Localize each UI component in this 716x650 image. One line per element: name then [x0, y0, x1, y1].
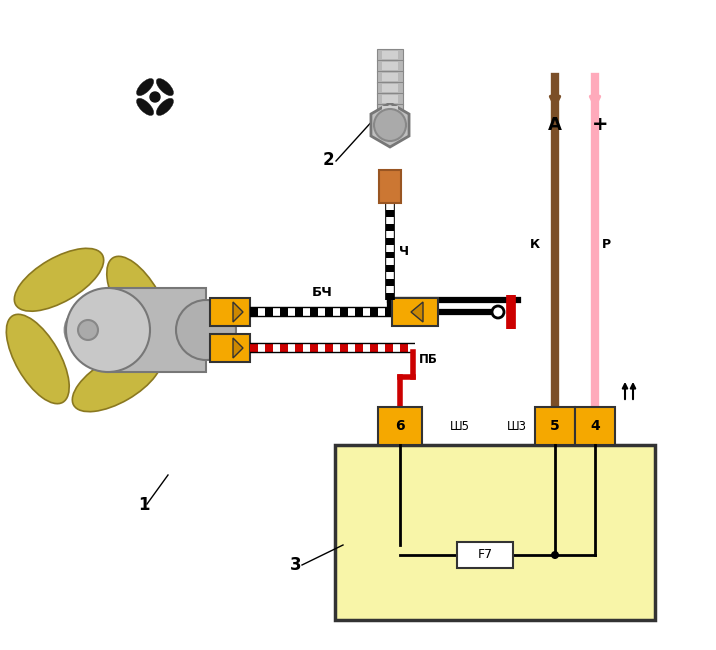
Bar [382, 106, 398, 114]
Text: 5: 5 [550, 419, 560, 433]
Bar [210, 298, 250, 326]
Circle shape [65, 307, 111, 353]
Text: Ш3: Ш3 [507, 419, 527, 432]
Ellipse shape [137, 98, 154, 116]
Polygon shape [233, 302, 243, 322]
Ellipse shape [156, 79, 173, 96]
Bar [377, 104, 403, 116]
Ellipse shape [137, 79, 154, 96]
Bar [382, 73, 398, 81]
Text: А: А [548, 116, 562, 134]
Bar [392, 298, 438, 326]
Text: 1: 1 [138, 496, 150, 514]
Text: Р: Р [602, 239, 611, 252]
Text: 4: 4 [590, 419, 600, 433]
Polygon shape [411, 302, 423, 322]
Text: 2: 2 [323, 151, 334, 169]
Bar [377, 60, 403, 72]
Bar [575, 407, 615, 445]
Circle shape [78, 320, 98, 340]
Bar [457, 542, 513, 568]
Bar [382, 95, 398, 103]
Bar [377, 82, 403, 94]
Bar [377, 71, 403, 83]
Ellipse shape [156, 98, 173, 116]
Polygon shape [371, 103, 409, 147]
Circle shape [66, 288, 150, 372]
Bar [335, 445, 655, 620]
Text: К: К [530, 239, 540, 252]
Ellipse shape [107, 256, 170, 346]
Text: Ч: Ч [399, 245, 409, 258]
Bar [377, 93, 403, 105]
Bar [379, 170, 401, 203]
Bar [210, 334, 250, 362]
Text: F7: F7 [478, 549, 493, 562]
Text: Ш5: Ш5 [450, 419, 470, 432]
Circle shape [150, 92, 160, 102]
Text: ПБ: ПБ [419, 353, 438, 366]
Bar [535, 407, 575, 445]
Circle shape [374, 109, 406, 141]
Ellipse shape [14, 248, 104, 311]
Bar [108, 288, 206, 372]
Bar [378, 407, 422, 445]
Bar [382, 51, 398, 59]
Bar [377, 49, 403, 61]
Circle shape [176, 300, 236, 360]
Circle shape [551, 551, 559, 559]
Bar [382, 84, 398, 92]
Text: +: + [591, 115, 609, 134]
Text: БЧ: БЧ [312, 286, 333, 299]
Ellipse shape [6, 315, 69, 404]
Ellipse shape [72, 349, 162, 411]
Bar [382, 62, 398, 70]
Polygon shape [233, 338, 243, 358]
Text: 3: 3 [290, 556, 301, 574]
Circle shape [492, 306, 504, 318]
Text: 6: 6 [395, 419, 405, 433]
